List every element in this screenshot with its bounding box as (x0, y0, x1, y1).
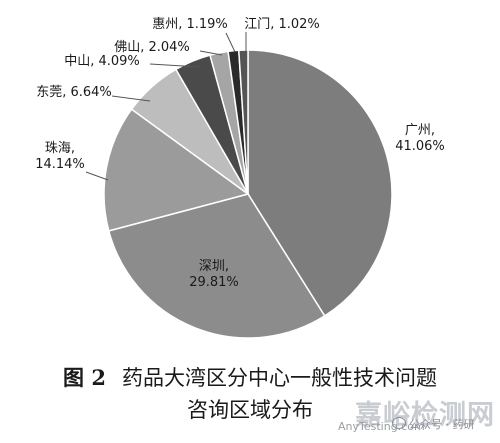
leader-line-5 (149, 63, 201, 68)
figure-title: 药品大湾区分中心一般性技术问题 (121, 366, 437, 390)
slice-label-7: 惠州, 1.19% (152, 17, 228, 32)
wechat-watermark: 公众号 · 药研 (392, 416, 475, 432)
wechat-icon (392, 417, 406, 429)
figure-number: 图 2 (63, 365, 106, 390)
pie-slice-8 (237, 49, 249, 195)
slice-label-3: 珠海, 14.14% (35, 141, 85, 172)
slice-labels: 广州, 41.06% 深圳, 29.81% 珠海, 14.14% 东莞, 6.64% 中山, … (35, 17, 445, 290)
leader-line-4 (111, 95, 151, 102)
figure-caption-line1: 图 2 药品大湾区分中心一般性技术问题 (0, 362, 500, 392)
leader-line-3 (85, 171, 109, 181)
watermark-text: 嘉峪检测网 (355, 400, 495, 431)
pie-slice-1 (247, 49, 393, 317)
slice-label-4: 东莞, 6.64% (36, 85, 112, 100)
slice-label-5: 中山, 4.09% (64, 54, 140, 69)
leader-lines (85, 32, 247, 181)
pie-slice-2 (107, 193, 326, 339)
slice-label-2: 深圳, 29.81% (189, 259, 239, 290)
slice-label-1: 广州, 41.06% (395, 123, 445, 154)
pie-slices (103, 49, 393, 339)
pie-chart: 广州, 41.06% 深圳, 29.81% 珠海, 14.14% 东莞, 6.64% 中山, … (35, 17, 445, 339)
pie-slice-3 (103, 108, 250, 232)
leader-line-6 (199, 50, 223, 56)
slice-label-8: 江门, 1.02% (244, 17, 320, 32)
figure-caption-line2: 咨询区域分布 (187, 398, 313, 422)
wechat-label: 公众号 · 药研 (409, 418, 475, 431)
slice-label-6: 佛山, 2.04% (114, 40, 190, 55)
leader-line-7 (225, 32, 236, 53)
